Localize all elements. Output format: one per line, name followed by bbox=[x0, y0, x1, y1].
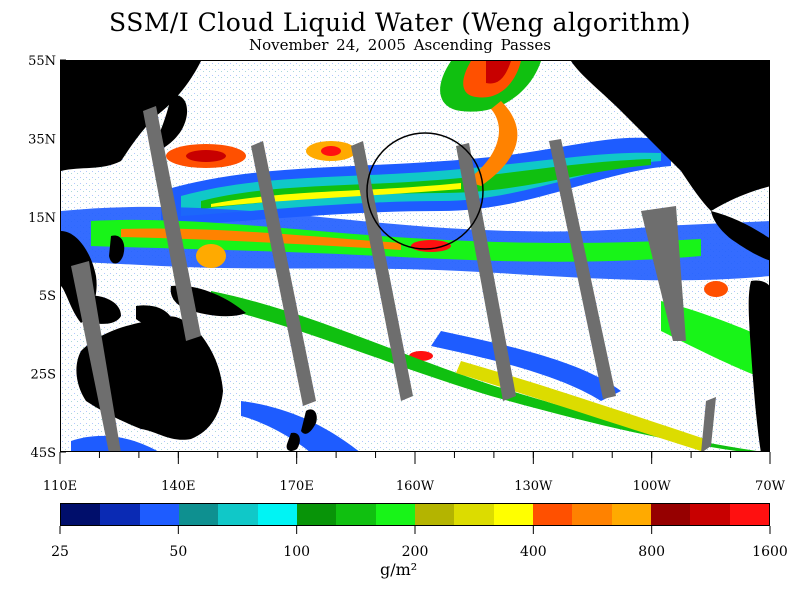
lat-tick-label: 35N bbox=[28, 132, 56, 147]
cloud-liquid-water-map bbox=[60, 60, 770, 452]
missing-swath-8 bbox=[701, 397, 716, 451]
colorbar-swatch bbox=[336, 504, 376, 525]
colorbar-swatch bbox=[611, 504, 651, 525]
lon-tick-label: 110E bbox=[43, 479, 77, 494]
colorbar-swatch bbox=[454, 504, 494, 525]
longitude-axis: 110E 140E 170E 160W 130W 100W 70W bbox=[43, 452, 786, 494]
missing-swath-1 bbox=[71, 261, 121, 451]
colorbar-swatch bbox=[690, 504, 730, 525]
storm-north-pacific bbox=[440, 61, 541, 186]
colorbar-swatch bbox=[572, 504, 612, 525]
lat-tick-label: 25S bbox=[31, 368, 56, 383]
colorbar-swatch bbox=[532, 504, 573, 525]
lon-tick-label: 170E bbox=[280, 479, 314, 494]
colorbar-tick-label: 800 bbox=[638, 544, 665, 560]
lat-tick-label: 55N bbox=[28, 54, 56, 69]
missing-swath-2 bbox=[143, 106, 201, 341]
colorbar-tick-label: 200 bbox=[402, 544, 429, 560]
missing-swath-3 bbox=[251, 141, 316, 406]
missing-swath-4 bbox=[351, 141, 413, 401]
lon-tick-label: 70W bbox=[755, 479, 786, 494]
lon-tick-label: 100W bbox=[633, 479, 672, 494]
colorbar-swatch bbox=[100, 504, 140, 525]
colorbar-swatch bbox=[493, 504, 533, 525]
colorbar-tick-label: 25 bbox=[51, 544, 69, 560]
lon-tick-label: 130W bbox=[514, 479, 553, 494]
missing-swath-6 bbox=[549, 139, 616, 399]
colorbar-swatch bbox=[139, 504, 179, 525]
map-title: SSM/I Cloud Liquid Water (Weng algorithm… bbox=[109, 8, 691, 37]
lon-tick-label: 140E bbox=[161, 479, 195, 494]
colorbar-tick-label: 1600 bbox=[752, 544, 788, 560]
colorbar-swatch bbox=[296, 504, 337, 525]
colorbar-tick-label: 400 bbox=[520, 544, 547, 560]
colorbar-tick-label: 100 bbox=[283, 544, 310, 560]
lat-tick-label: 15N bbox=[28, 211, 56, 226]
colorbar-swatch bbox=[61, 504, 101, 525]
colorbar-swatch bbox=[729, 504, 769, 525]
missing-swaths bbox=[71, 106, 716, 451]
land-central-america bbox=[711, 211, 769, 261]
colorbar-ticks: 25 50 100 200 400 800 1600 bbox=[51, 526, 788, 560]
colorbar-swatch bbox=[218, 504, 258, 525]
land-new-zealand-north bbox=[301, 409, 317, 434]
colorbar-swatch bbox=[178, 504, 219, 525]
cloud-band-north-pacific bbox=[161, 137, 671, 226]
map-canvas bbox=[61, 61, 769, 451]
lon-tick-label: 160W bbox=[396, 479, 435, 494]
land-new-zealand-south bbox=[286, 432, 300, 451]
colorbar-swatch bbox=[650, 504, 691, 525]
colorbar-tick-label: 50 bbox=[169, 544, 187, 560]
colorbar-swatch bbox=[414, 504, 455, 525]
cloud-band-south-pacific bbox=[71, 291, 769, 451]
colorbar bbox=[60, 503, 770, 526]
colorbar-swatch bbox=[375, 504, 415, 525]
convective-cells bbox=[166, 141, 728, 361]
land-south-america bbox=[748, 280, 769, 451]
missing-swath-7 bbox=[641, 206, 686, 341]
colorbar-units: g/m² bbox=[380, 560, 418, 579]
lat-tick-label: 5S bbox=[39, 289, 56, 304]
lat-tick-label: 45S bbox=[31, 446, 56, 461]
map-subtitle: November 24, 2005 Ascending Passes bbox=[249, 36, 551, 54]
highlight-circle bbox=[366, 132, 484, 250]
land-asia bbox=[61, 61, 201, 171]
missing-swath-5 bbox=[456, 143, 516, 401]
land-north-america bbox=[571, 61, 769, 211]
colorbar-swatch bbox=[257, 504, 297, 525]
land-philippines bbox=[109, 235, 125, 264]
